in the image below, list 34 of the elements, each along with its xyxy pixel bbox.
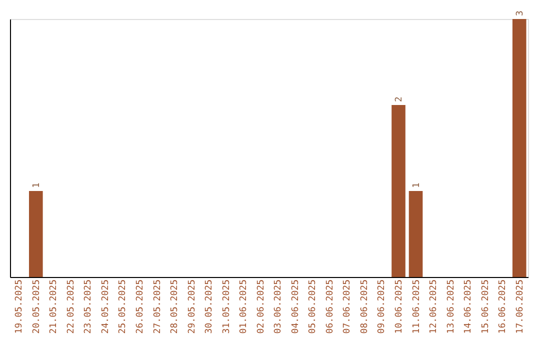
x-tick-label: 09.06.2025 — [377, 280, 388, 334]
data-label: 1 — [32, 182, 42, 188]
data-label: 1 — [412, 182, 422, 188]
x-tick-label: 05.06.2025 — [308, 280, 318, 334]
x-tick-label: 04.06.2025 — [290, 280, 301, 334]
x-tick-label: 29.05.2025 — [187, 280, 198, 334]
x-tick-label: 12.06.2025 — [429, 280, 440, 334]
x-tick-label: 03.06.2025 — [274, 280, 284, 334]
x-tick-label: 02.06.2025 — [256, 280, 266, 334]
data-label: 2 — [394, 96, 404, 102]
x-tick-label: 27.05.2025 — [152, 280, 163, 334]
x-tick-label: 14.06.2025 — [464, 280, 474, 334]
x-tick-label: 26.05.2025 — [136, 280, 146, 334]
x-tick-label: 13.06.2025 — [446, 280, 456, 334]
x-tick-label: 21.05.2025 — [49, 280, 60, 334]
x-tick-label: 10.06.2025 — [394, 280, 404, 334]
x-tick-label: 31.05.2025 — [222, 280, 232, 334]
data-label: 3 — [515, 10, 526, 16]
x-tick-label: 07.06.2025 — [342, 280, 353, 334]
x-tick-label: 25.05.2025 — [118, 280, 128, 334]
x-tick-label: 17.06.2025 — [515, 280, 526, 334]
x-tick-label: 19.05.2025 — [14, 280, 25, 334]
x-tick-label: 11.06.2025 — [412, 280, 422, 334]
x-tick-label: 22.05.2025 — [66, 280, 76, 334]
x-tick-label: 15.06.2025 — [480, 280, 491, 334]
x-tick-label: 01.06.2025 — [239, 280, 250, 334]
x-tick-label: 20.05.2025 — [32, 280, 42, 334]
x-tick-label: 24.05.2025 — [100, 280, 111, 334]
x-tick-label: 23.05.2025 — [84, 280, 94, 334]
x-tick-label: 08.06.2025 — [360, 280, 370, 334]
x-tick-label: 06.06.2025 — [325, 280, 336, 334]
x-tick-label: 28.05.2025 — [170, 280, 180, 334]
x-tick-label: 16.06.2025 — [498, 280, 508, 334]
x-tick-label: 30.05.2025 — [204, 280, 215, 334]
